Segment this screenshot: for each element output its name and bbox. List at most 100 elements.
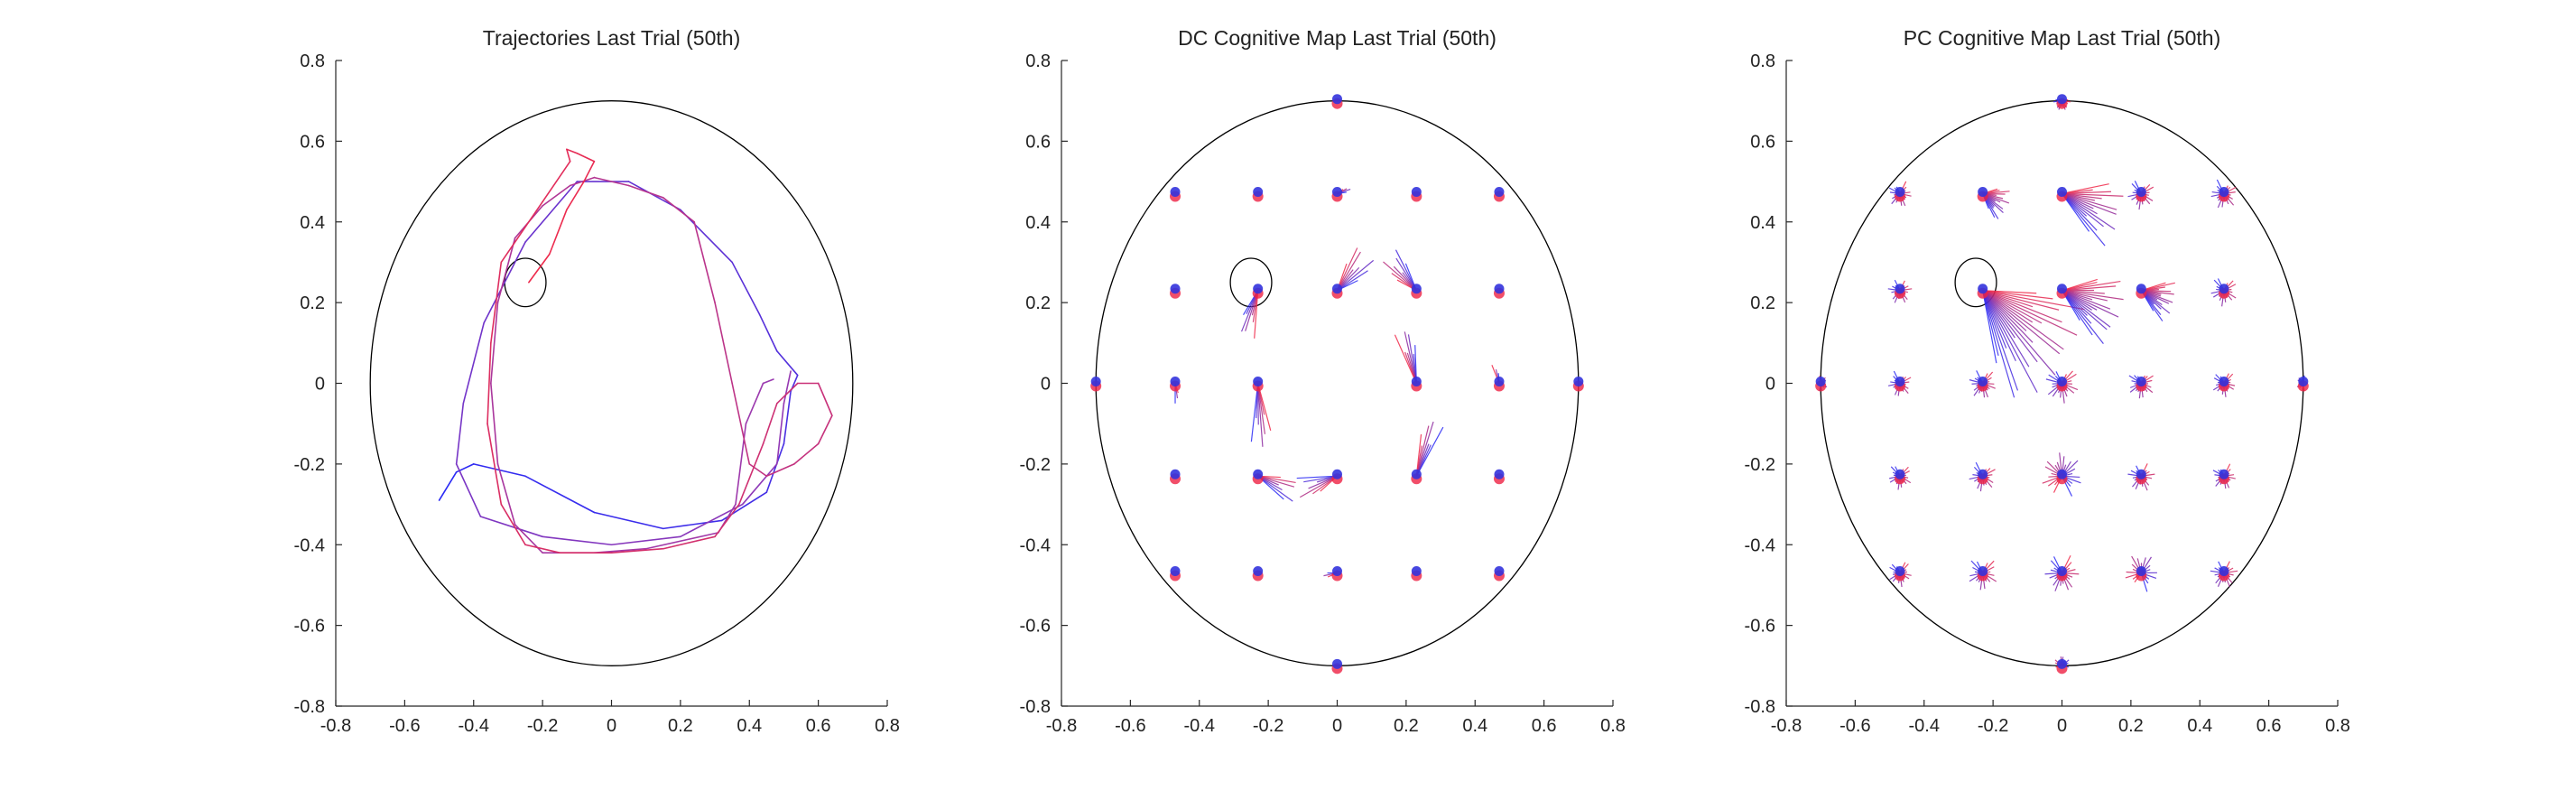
map-node (2056, 278, 2124, 345)
node-dot-blue (1253, 469, 1264, 479)
node-dot-blue (2298, 377, 2309, 386)
map-node (1170, 566, 1181, 582)
node-dot-blue (1090, 377, 1101, 386)
vector-line (1982, 290, 2030, 368)
vector-line (1296, 475, 1338, 479)
vector-line (1257, 383, 1272, 431)
node-dot-blue (1895, 566, 1905, 577)
trajectory-segment-blue (775, 349, 799, 377)
node-dot-blue (2057, 186, 2067, 197)
y-tick-label: -0.4 (1020, 535, 1051, 555)
vector-line (1982, 290, 2062, 323)
map-node (2210, 561, 2238, 588)
map-node (2136, 282, 2175, 321)
node-dot-blue (1332, 284, 1342, 294)
node-dot-blue (1815, 377, 1826, 386)
map-node (1969, 560, 1997, 591)
map-node (1252, 566, 1264, 582)
map-node (1090, 377, 1102, 392)
chart-title: PC Cognitive Map Last Trial (50th) (1904, 26, 2221, 50)
trajectory-segment-blue (731, 261, 761, 316)
vector-line (1982, 290, 2027, 331)
trajectory-segment-red (524, 544, 561, 554)
vector-line (1982, 290, 2060, 311)
trajectory-segment-red (693, 220, 716, 303)
trajectory-segment-red (496, 237, 516, 303)
x-tick-label: -0.6 (389, 716, 420, 736)
trajectory-segment-red (514, 524, 543, 554)
map-node (1888, 181, 1912, 207)
x-tick-label: -0.4 (1184, 716, 1215, 736)
y-tick-label: 0.4 (300, 213, 325, 233)
node-dot-blue (1895, 377, 1905, 386)
trajectory-segment-red (775, 382, 799, 405)
trajectory-segment-red (496, 463, 516, 526)
vector-line (1982, 290, 1999, 357)
map-node (1252, 186, 1264, 202)
map-node (1493, 284, 1505, 299)
vector-line (2062, 183, 2109, 195)
vector-line (1982, 290, 2016, 362)
x-tick-label: 0.2 (1394, 716, 1419, 736)
trajectory-segment-red (762, 403, 778, 445)
node-dot-blue (1411, 377, 1422, 386)
node-dot-blue (1170, 377, 1181, 386)
trajectory-segment-blue (758, 313, 778, 352)
map-node (2042, 452, 2081, 497)
vector-line (1982, 290, 2034, 308)
trajectory-segment-blue (438, 471, 458, 501)
trajectory-segment-blue (483, 241, 526, 324)
map-node (2056, 183, 2124, 247)
chart-title: DC Cognitive Map Last Trial (50th) (1178, 26, 1496, 50)
y-tick-label: 0.8 (1750, 51, 1775, 71)
x-tick-label: 0 (2057, 716, 2067, 736)
trajectory-segment-red (817, 414, 833, 445)
trajectory-segment-red (765, 463, 795, 478)
x-tick-label: -0.2 (1253, 716, 1283, 736)
x-tick-label: -0.4 (459, 716, 489, 736)
vector-line (1336, 251, 1361, 292)
vector-line (1415, 426, 1444, 477)
map-node (1323, 566, 1343, 582)
map-node (1331, 186, 1351, 202)
vector-line (2062, 193, 2098, 231)
map-node (1296, 469, 1343, 498)
x-tick-label: -0.8 (1046, 716, 1077, 736)
node-dot-blue (1978, 377, 1988, 386)
node-dot-blue (1978, 186, 1988, 197)
vector-line (1982, 290, 2043, 324)
y-tick-label: -0.8 (1020, 697, 1051, 717)
trajectory-segment-red (714, 503, 740, 538)
trajectory-segment-red (490, 382, 499, 465)
node-dot-blue (2219, 377, 2229, 386)
map-node (1977, 186, 2010, 219)
map-node (1889, 466, 1912, 490)
map-node (2127, 463, 2155, 491)
goal-platform (1954, 257, 1997, 308)
node-dot-blue (1978, 566, 1988, 577)
map-node (2052, 94, 2071, 110)
node-dot-blue (1170, 284, 1181, 294)
trajectory-segment-blue (455, 463, 482, 517)
trajectory-segment-blue (524, 475, 596, 514)
y-tick-label: 0.6 (300, 132, 325, 152)
chart-panel-2: DC Cognitive Map Last Trial (50th)-0.8 -0… (1020, 26, 1626, 736)
node-dot-blue (1253, 377, 1264, 386)
x-tick-label: -0.6 (1115, 716, 1145, 736)
goal-platform (504, 257, 547, 308)
vector-line (1257, 475, 1293, 502)
node-dot-blue (2219, 284, 2229, 294)
trajectory-segment-red (583, 160, 596, 182)
x-tick-label: -0.2 (527, 716, 558, 736)
y-tick-label: 0 (315, 375, 325, 395)
map-node (2128, 375, 2154, 399)
arena-boundary (369, 100, 854, 666)
trajectory-segment-red (566, 148, 579, 154)
map-node (1572, 377, 1584, 392)
node-dot-blue (2057, 658, 2067, 669)
map-node (1889, 562, 1912, 588)
x-tick-label: -0.2 (1978, 716, 2008, 736)
vector-line (1982, 290, 2064, 350)
node-dot-blue (1978, 469, 1988, 479)
vector-line (2062, 192, 2124, 197)
